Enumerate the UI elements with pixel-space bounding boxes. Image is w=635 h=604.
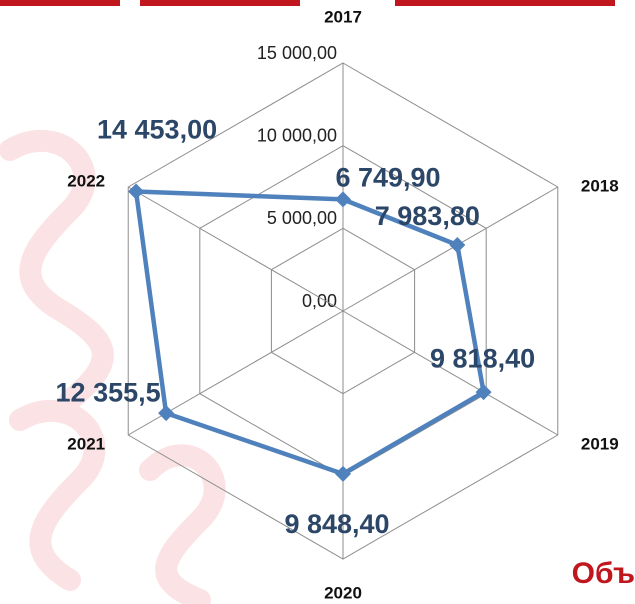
annotation: Объ xyxy=(572,557,635,590)
tick-label: 10 000,00 xyxy=(257,125,337,145)
value-label: 9 818,40 xyxy=(430,343,535,373)
category-label: 2018 xyxy=(581,176,619,195)
value-label: 12 355,5 xyxy=(56,377,161,407)
title-fragment xyxy=(0,0,615,6)
data-marker xyxy=(449,237,465,253)
tick-label: 15 000,00 xyxy=(257,43,337,63)
tick-label: 0,00 xyxy=(302,291,337,311)
value-label: 6 749,90 xyxy=(335,163,440,193)
axis-spoke xyxy=(128,187,343,311)
value-label: 7 983,80 xyxy=(375,201,480,231)
tick-label: 5 000,00 xyxy=(267,208,337,228)
category-label: 2017 xyxy=(324,7,362,26)
decor xyxy=(150,455,215,600)
data-marker xyxy=(158,405,174,421)
data-marker xyxy=(335,191,351,207)
data-line xyxy=(136,192,484,474)
category-label: 2021 xyxy=(67,434,105,453)
decor xyxy=(140,0,300,6)
decor xyxy=(0,0,120,6)
category-label: 2022 xyxy=(67,171,105,190)
chart: Объ 0,00 5 000,00 10 000,00 15 000,00 2017 20… xyxy=(0,0,635,604)
decor xyxy=(395,0,615,6)
value-label: 14 453,00 xyxy=(97,115,217,145)
category-label: 2020 xyxy=(324,583,362,602)
category-label: 2019 xyxy=(581,434,619,453)
value-label: 9 848,40 xyxy=(284,509,389,539)
background-pattern xyxy=(10,141,215,600)
